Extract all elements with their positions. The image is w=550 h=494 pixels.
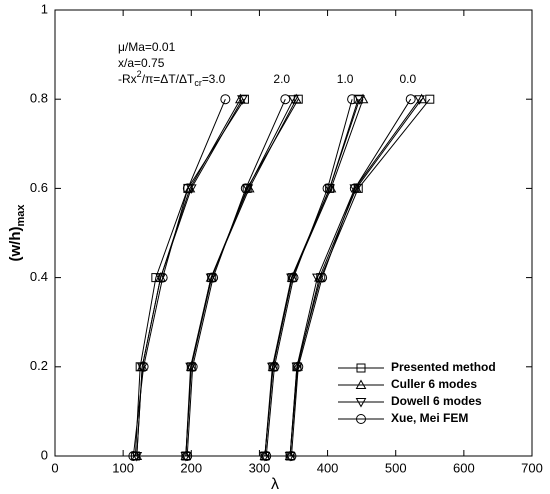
- series-line: [134, 98, 431, 457]
- x-tick-label: 700: [521, 460, 543, 475]
- marker: [288, 95, 299, 105]
- marker: [259, 452, 271, 462]
- x-tick-label: 500: [385, 460, 407, 475]
- marker: [349, 183, 360, 194]
- x-tick-label: 0: [51, 460, 58, 475]
- x-tick-label: 300: [249, 460, 271, 475]
- marker: [220, 94, 231, 105]
- param-part: -Rx: [118, 72, 137, 86]
- param-part: /π=ΔT/ΔT: [142, 72, 195, 86]
- marker: [416, 93, 427, 104]
- x-axis-label: λ: [271, 476, 279, 493]
- marker: [128, 451, 139, 461]
- legend: Presented method Culler 6 modes Dowell 6 m…: [338, 360, 496, 425]
- curve-label: 2.0: [273, 72, 290, 86]
- marker: [322, 183, 333, 194]
- marker: [234, 93, 246, 104]
- marker: [208, 272, 219, 283]
- y-label-main: (w/h): [7, 227, 24, 262]
- y-tick-label: 0.2: [30, 358, 48, 373]
- marker: [136, 362, 148, 373]
- curve-label: 1.0: [337, 72, 354, 86]
- x-tick-label: 200: [180, 460, 202, 475]
- y-tick-label: 0.4: [30, 269, 48, 284]
- curve-label: 3.0: [209, 72, 226, 86]
- y-axis-label: (w/h)max: [7, 204, 27, 262]
- marker: [286, 451, 297, 461]
- marker: [311, 273, 323, 284]
- x-tick-label: 400: [317, 460, 339, 475]
- marker: [180, 452, 192, 462]
- marker: [290, 93, 302, 104]
- marker: [355, 379, 367, 389]
- y-tick-label: 0.8: [30, 91, 48, 106]
- marker: [288, 272, 299, 283]
- series-line: [136, 98, 420, 457]
- marker: [291, 362, 303, 373]
- marker: [182, 183, 193, 194]
- marker: [356, 414, 366, 424]
- marker: [354, 95, 365, 105]
- param-sup: 2: [137, 69, 142, 79]
- legend-label: Dowell 6 modes: [391, 394, 482, 408]
- marker: [355, 398, 367, 408]
- marker: [425, 94, 435, 104]
- param-part: =: [202, 72, 209, 86]
- legend-label: Xue, Mei FEM: [391, 411, 468, 425]
- marker: [157, 272, 168, 283]
- marker: [280, 94, 291, 105]
- param-sub: cr: [194, 78, 202, 88]
- marker: [414, 95, 425, 105]
- parameter-label: -Rx2/π=ΔT/ΔTcr=: [118, 69, 209, 88]
- plot-frame: [54, 9, 533, 457]
- x-tick-label: 600: [453, 460, 475, 475]
- marker: [347, 94, 358, 105]
- y-tick-label: 1: [41, 1, 48, 16]
- marker: [284, 452, 296, 462]
- marker: [293, 361, 304, 372]
- marker: [350, 182, 362, 193]
- x-tick-label: 100: [112, 460, 134, 475]
- marker: [357, 93, 369, 104]
- y-tick-label: 0.6: [30, 180, 48, 195]
- marker: [349, 184, 361, 194]
- marker: [269, 361, 280, 372]
- annotation: μ/Ma=0.01: [118, 40, 176, 54]
- legend-label: Culler 6 modes: [391, 377, 477, 391]
- marker: [405, 94, 416, 105]
- marker: [138, 361, 149, 372]
- marker: [187, 361, 198, 372]
- marker: [317, 272, 328, 283]
- marker: [261, 451, 272, 461]
- curve-label: 0.0: [399, 72, 416, 86]
- marker: [182, 451, 193, 461]
- marker: [356, 363, 366, 373]
- y-tick-label: 0: [41, 447, 48, 462]
- legend-label: Presented method: [391, 360, 496, 374]
- y-label-sub: max: [15, 204, 27, 227]
- marker: [240, 183, 251, 194]
- marker: [237, 95, 248, 105]
- annotation: x/a=0.75: [118, 56, 165, 70]
